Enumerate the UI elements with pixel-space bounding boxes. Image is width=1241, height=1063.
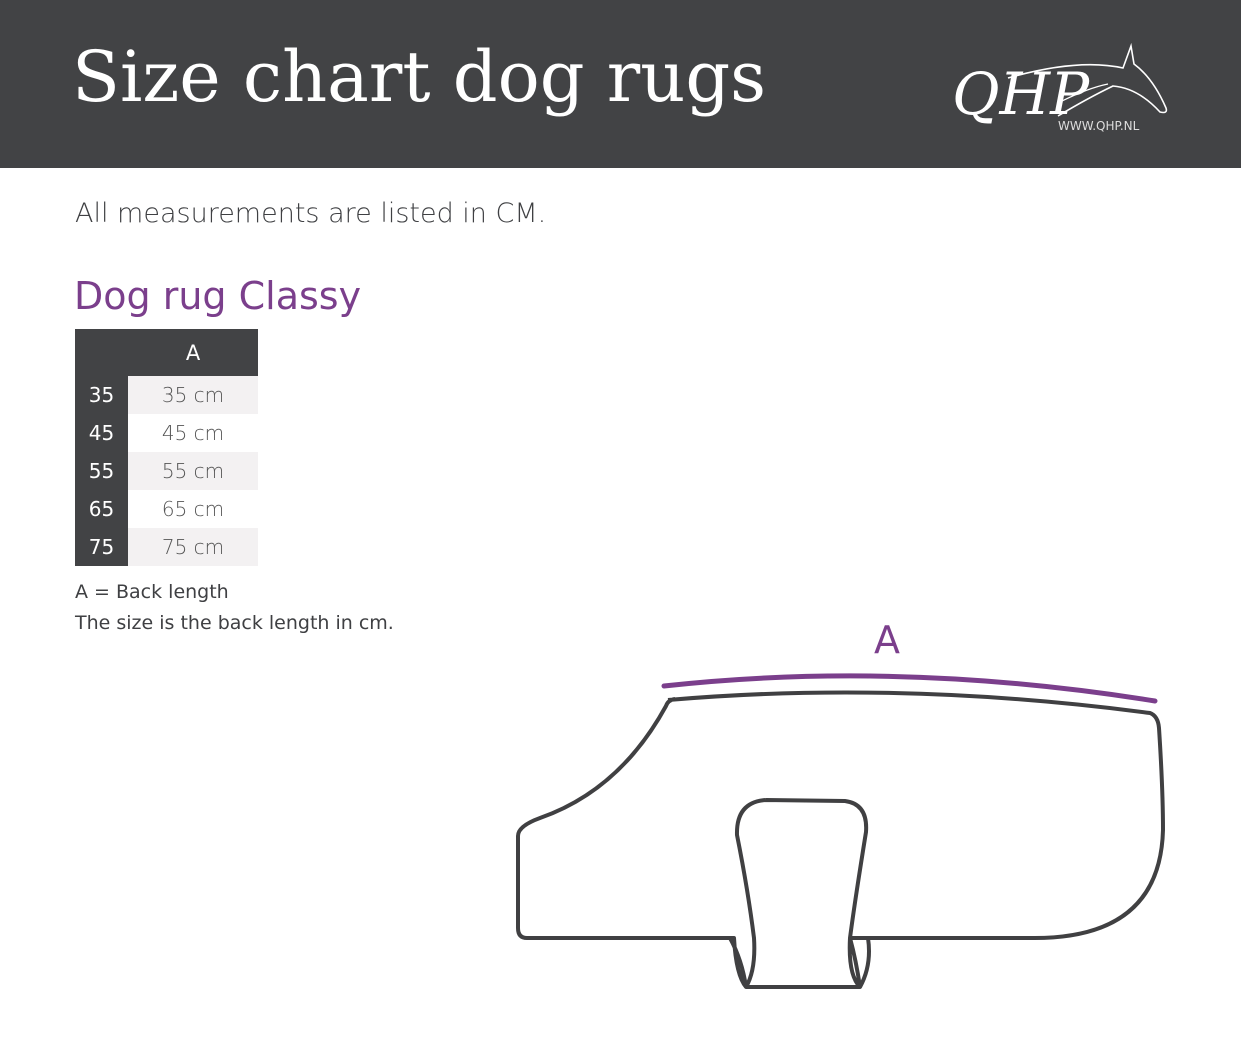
back-length-cell: 75 cm [128,528,258,566]
table-row: 65 65 cm [75,490,258,528]
rug-strap [728,798,871,989]
legend-size: The size is the back length in cm. [75,612,394,634]
table-row: 45 45 cm [75,414,258,452]
table-row: 55 55 cm [75,452,258,490]
page-title: Size chart dog rugs [72,36,767,118]
svg-text:QHP: QHP [952,60,1090,128]
size-cell: 55 [75,452,128,490]
table-row: 75 75 cm [75,528,258,566]
table-row: 35 35 cm [75,376,258,414]
column-header-a: A [128,329,258,376]
header: Size chart dog rugs QHP WWW.QHP.NL [0,0,1241,168]
size-cell: 35 [75,376,128,414]
product-title: Dog rug Classy [74,274,362,318]
legend-a: A = Back length [75,581,229,603]
back-length-arc [661,673,1158,704]
back-length-cell: 35 cm [128,376,258,414]
svg-text:WWW.QHP.NL: WWW.QHP.NL [1058,119,1140,133]
corner-header [75,329,128,376]
legend: A = Back length The size is the back len… [75,577,394,639]
rug-outline [516,690,1165,941]
qhp-logo: QHP WWW.QHP.NL [952,42,1168,133]
dog-rug-diagram: A [516,618,1165,989]
label-a: A [874,618,900,662]
size-cell: 75 [75,528,128,566]
size-cell: 65 [75,490,128,528]
measurement-note: All measurements are listed in CM. [75,198,547,229]
back-length-cell: 45 cm [161,421,225,445]
size-table: A 35 35 cm 45 45 cm 55 55 cm 65 65 cm 75 75 c… [75,329,258,566]
back-length-cell: 65 cm [161,497,225,521]
back-length-cell: 55 cm [128,452,258,490]
size-cell: 45 [75,414,128,452]
